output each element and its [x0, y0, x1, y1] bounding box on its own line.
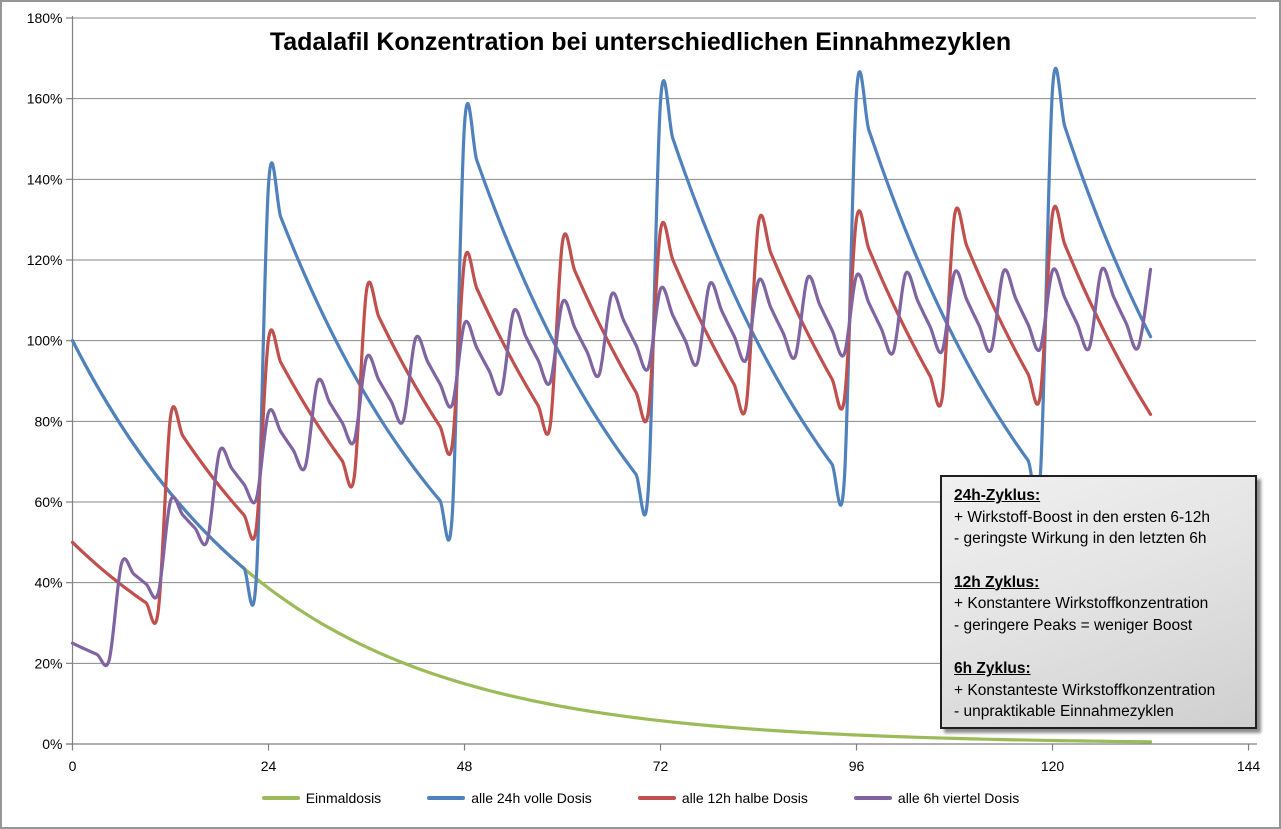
legend-label: alle 24h volle Dosis — [471, 790, 592, 806]
legend-label: Einmaldosis — [305, 790, 382, 806]
annotation-section: 12h Zyklus: + Konstantere Wirkstoffkonzen… — [954, 572, 1243, 637]
series-line-alle-6h-viertel-dosis — [70, 266, 1153, 668]
y-tick-label: 180% — [27, 10, 63, 26]
annotation-box: 24h-Zyklus: + Wirkstoff-Boost in den erst… — [940, 475, 1257, 729]
legend-line-swatch-icon — [427, 796, 466, 800]
x-tick-label: 144 — [1237, 758, 1261, 774]
series-line-alle-12h-halbe-dosis — [70, 204, 1153, 625]
y-tick-label: 60% — [34, 494, 62, 510]
series-line-einmaldosis — [70, 339, 1153, 744]
legend-item: alle 12h halbe Dosis — [637, 790, 808, 806]
y-tick-label: 40% — [34, 575, 62, 591]
legend-line-swatch-icon — [637, 796, 676, 800]
x-tick-label: 48 — [457, 758, 473, 774]
annotation-section: 6h Zyklus: + Konstanteste Wirkstoffkonzen… — [954, 658, 1243, 723]
y-tick-label: 120% — [27, 252, 63, 268]
annotation-line: + Wirkstoff-Boost in den ersten 6-12h — [954, 508, 1211, 526]
legend-line-swatch-icon — [261, 796, 300, 800]
annotation-line: - geringste Wirkung in den letzten 6h — [954, 530, 1207, 547]
legend: Einmaldosis alle 24h volle Dosis alle 12h … — [2, 790, 1279, 806]
x-tick-label: 0 — [69, 758, 77, 774]
axes — [66, 16, 1257, 751]
y-tick-label: 160% — [27, 91, 63, 107]
legend-line-swatch-icon — [853, 796, 892, 800]
annotation-line: - unpraktikable Einnahmezyklen — [954, 703, 1174, 720]
annotation-section: 24h-Zyklus: + Wirkstoff-Boost in den erst… — [954, 485, 1243, 550]
y-tick-label: 0% — [42, 736, 62, 752]
annotation-heading: 24h-Zyklus: — [954, 487, 1041, 504]
x-tick-label: 96 — [849, 758, 865, 774]
annotation-line: + Konstantere Wirkstoffkonzentration — [954, 595, 1209, 612]
annotation-heading: 12h Zyklus: — [954, 573, 1040, 591]
legend-item: Einmaldosis — [261, 790, 382, 806]
series-line-alle-24h-volle-dosis — [70, 66, 1153, 607]
axis-labels: 0% 20% 40% 60% 80% 100% 120% 140% 160% 180% 0 24 48 7… — [27, 10, 1261, 774]
x-tick-label: 72 — [653, 758, 669, 774]
y-tick-label: 80% — [34, 413, 62, 429]
y-tick-label: 140% — [27, 171, 63, 187]
legend-label: alle 6h viertel Dosis — [897, 790, 1020, 806]
y-tick-label: 20% — [34, 655, 62, 671]
series-lines — [70, 66, 1153, 744]
chart-title: Tadalafil Konzentration bei unterschiedl… — [269, 28, 1012, 56]
legend-item: alle 24h volle Dosis — [427, 790, 592, 806]
annotation-heading: 6h Zyklus: — [954, 660, 1031, 677]
legend-item: alle 6h viertel Dosis — [853, 790, 1020, 806]
x-tick-label: 120 — [1041, 758, 1065, 774]
annotation-line: + Konstanteste Wirkstoffkonzentration — [954, 681, 1216, 699]
y-tick-label: 100% — [27, 333, 63, 349]
annotation-line: - geringere Peaks = weniger Boost — [954, 616, 1193, 634]
x-tick-label: 24 — [261, 758, 277, 774]
legend-label: alle 12h halbe Dosis — [681, 790, 808, 806]
